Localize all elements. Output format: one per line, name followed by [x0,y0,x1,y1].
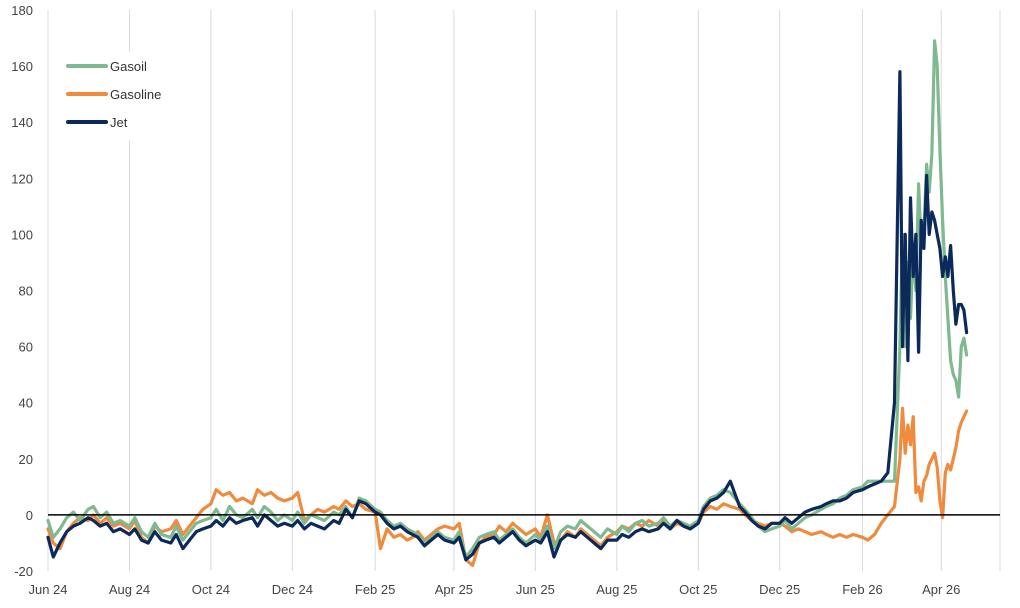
y-tick-label: 0 [26,508,33,523]
y-tick-label: 120 [11,171,33,186]
x-tick-label: Feb 25 [355,582,395,597]
x-tick-label: Feb 26 [842,582,882,597]
y-tick-label: 80 [19,284,33,299]
x-tick-label: Aug 25 [596,582,637,597]
y-tick-label: 20 [19,452,33,467]
legend-label-gasoil: Gasoil [110,59,147,74]
series-line-gasoline [46,406,969,567]
y-tick-label: -20 [14,564,33,579]
legend-label-jet: Jet [110,115,128,130]
series-line-gasoil [46,39,969,559]
x-tick-label: Dec 25 [759,582,800,597]
gridlines [47,10,1001,571]
y-tick-label: 40 [19,396,33,411]
x-tick-label: Apr 26 [922,582,960,597]
x-axis: Jun 24 Aug 24 Oct 24 Dec 24 Feb 25 Apr 25 Jun … [28,582,960,597]
x-tick-label: Oct 24 [192,582,230,597]
y-tick-label: 140 [11,115,33,130]
y-tick-label: 100 [11,227,33,242]
series-line-jet [46,70,969,562]
y-tick-label: 160 [11,59,33,74]
series-lines [46,39,969,567]
x-tick-label: Aug 24 [109,582,150,597]
x-tick-label: Dec 24 [272,582,313,597]
y-tick-label: 180 [11,3,33,18]
legend: Gasoil Gasoline Jet [55,52,175,140]
x-tick-label: Jun 24 [28,582,67,597]
x-tick-label: Apr 25 [435,582,473,597]
y-axis: -20 0 20 40 60 80 100 120 140 160 180 [11,3,33,579]
legend-label-gasoline: Gasoline [110,87,161,102]
y-tick-label: 60 [19,340,33,355]
x-tick-label: Oct 25 [679,582,717,597]
x-tick-label: Jun 25 [516,582,555,597]
